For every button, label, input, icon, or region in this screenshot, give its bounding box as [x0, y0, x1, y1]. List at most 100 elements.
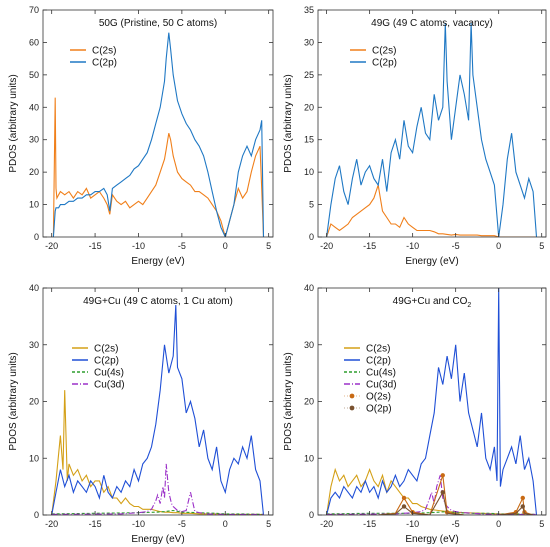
legend-label: Cu(3d) [366, 380, 397, 391]
x-tick-label: -10 [132, 241, 145, 251]
chart-title: 49G+Cu and CO2 [393, 296, 472, 309]
x-tick-label: 5 [266, 519, 271, 529]
y-tick-label: 0 [34, 510, 39, 520]
x-tick-label: -20 [320, 241, 333, 251]
y-tick-label: 20 [304, 102, 314, 112]
x-tick-label: 5 [266, 241, 271, 251]
series-line-c2p [51, 304, 265, 515]
x-tick-label: -5 [178, 519, 186, 529]
series-line-c2p [326, 288, 538, 515]
series-line-c2s [51, 390, 264, 515]
x-tick-label: 0 [496, 519, 501, 529]
x-tick-label: 0 [223, 241, 228, 251]
x-tick-label: -10 [406, 241, 419, 251]
legend-label: O(2p) [366, 404, 392, 415]
legend-label: Cu(4s) [94, 368, 124, 379]
x-axis-label: Energy (eV) [405, 534, 458, 545]
y-tick-label: 70 [29, 5, 39, 15]
y-tick-label: 40 [29, 283, 39, 293]
x-tick-label: 5 [539, 519, 544, 529]
x-tick-label: -15 [89, 519, 102, 529]
series-point [520, 495, 525, 501]
x-tick-label: -5 [452, 241, 460, 251]
y-tick-label: 10 [29, 453, 39, 463]
series-line-cu3d [51, 463, 264, 515]
y-tick-label: 10 [29, 200, 39, 210]
y-tick-label: 20 [29, 397, 39, 407]
y-tick-label: 10 [304, 167, 314, 177]
y-tick-label: 15 [304, 135, 314, 145]
series-point [440, 490, 445, 495]
x-tick-label: -10 [132, 519, 145, 529]
y-tick-label: 60 [29, 37, 39, 47]
legend-label: C(2s) [372, 46, 396, 57]
y-axis-label: PDOS (arbitrary units) [283, 352, 294, 450]
x-tick-label: -15 [363, 241, 376, 251]
x-tick-label: -20 [45, 241, 58, 251]
legend-marker [349, 393, 355, 399]
y-tick-label: 40 [304, 283, 314, 293]
chart-title: 50G (Pristine, 50 C atoms) [99, 18, 217, 29]
plot-frame [42, 9, 274, 238]
chart-panel-2: -20 -15 -10 -5 0 5 0 5 10 15 20 25 30 35 Energy (eV) PD… [283, 5, 547, 267]
series-line-cu4s [51, 509, 264, 515]
x-tick-label: -20 [320, 519, 333, 529]
chart-title: 49G (49 C atoms, vacancy) [371, 18, 493, 29]
legend-label: C(2p) [372, 58, 397, 69]
y-tick-label: 30 [29, 135, 39, 145]
series-line-c2s [326, 184, 537, 237]
y-tick-label: 20 [29, 167, 39, 177]
chart-panel-3: -20 -15 -10 -5 0 5 0 10 20 30 40 Energy (eV) PDOS (a… [8, 283, 274, 545]
legend-label: O(2s) [366, 392, 391, 403]
y-tick-label: 30 [29, 340, 39, 350]
y-tick-label: 25 [304, 70, 314, 80]
legend-label: Cu(3d) [94, 380, 125, 391]
legend-label: C(2p) [94, 356, 119, 367]
x-tick-label: 0 [223, 519, 228, 529]
x-tick-label: -20 [45, 519, 58, 529]
chart-title: 49G+Cu (49 C atoms, 1 Cu atom) [83, 296, 233, 307]
legend-label: C(2p) [92, 58, 117, 69]
series-line-c2s [52, 97, 265, 237]
x-tick-label: 5 [539, 241, 544, 251]
series-point [520, 504, 525, 509]
series-point [401, 504, 407, 509]
x-tick-label: -5 [178, 241, 186, 251]
y-tick-label: 30 [304, 37, 314, 47]
x-tick-label: 0 [496, 241, 501, 251]
y-axis-label: PDOS (arbitrary units) [283, 74, 294, 172]
y-tick-label: 10 [304, 453, 314, 463]
series-point [440, 473, 445, 478]
series-point [401, 495, 407, 501]
legend-label: C(2p) [366, 356, 391, 367]
legend-label: C(2s) [92, 46, 116, 57]
y-tick-label: 50 [29, 70, 39, 80]
legend-label: C(2s) [94, 344, 118, 355]
y-tick-label: 0 [34, 232, 39, 242]
series-line-o2p [326, 490, 534, 515]
y-axis-label: PDOS (arbitrary units) [8, 74, 19, 172]
legend-label: C(2s) [366, 344, 390, 355]
x-tick-label: -15 [89, 241, 102, 251]
y-tick-label: 20 [304, 397, 314, 407]
y-tick-label: 0 [309, 232, 314, 242]
chart-panel-4: -20 -15 -10 -5 0 5 0 10 20 30 40 Energy (eV) PDOS (a… [283, 283, 547, 545]
x-axis-label: Energy (eV) [405, 256, 458, 267]
y-tick-label: 0 [309, 510, 314, 520]
x-axis-label: Energy (eV) [131, 534, 184, 545]
x-tick-label: -10 [406, 519, 419, 529]
legend-marker [349, 405, 355, 411]
y-tick-label: 35 [304, 5, 314, 15]
y-tick-label: 30 [304, 340, 314, 350]
x-axis-label: Energy (eV) [131, 256, 184, 267]
plot-frame [317, 9, 547, 238]
series-line-cu3d [326, 475, 537, 515]
y-axis-label: PDOS (arbitrary units) [8, 352, 19, 450]
legend-label: Cu(4s) [366, 368, 396, 379]
x-tick-label: -15 [363, 519, 376, 529]
series-line-c2p [326, 22, 538, 237]
y-tick-label: 40 [29, 102, 39, 112]
x-tick-label: -5 [452, 519, 460, 529]
